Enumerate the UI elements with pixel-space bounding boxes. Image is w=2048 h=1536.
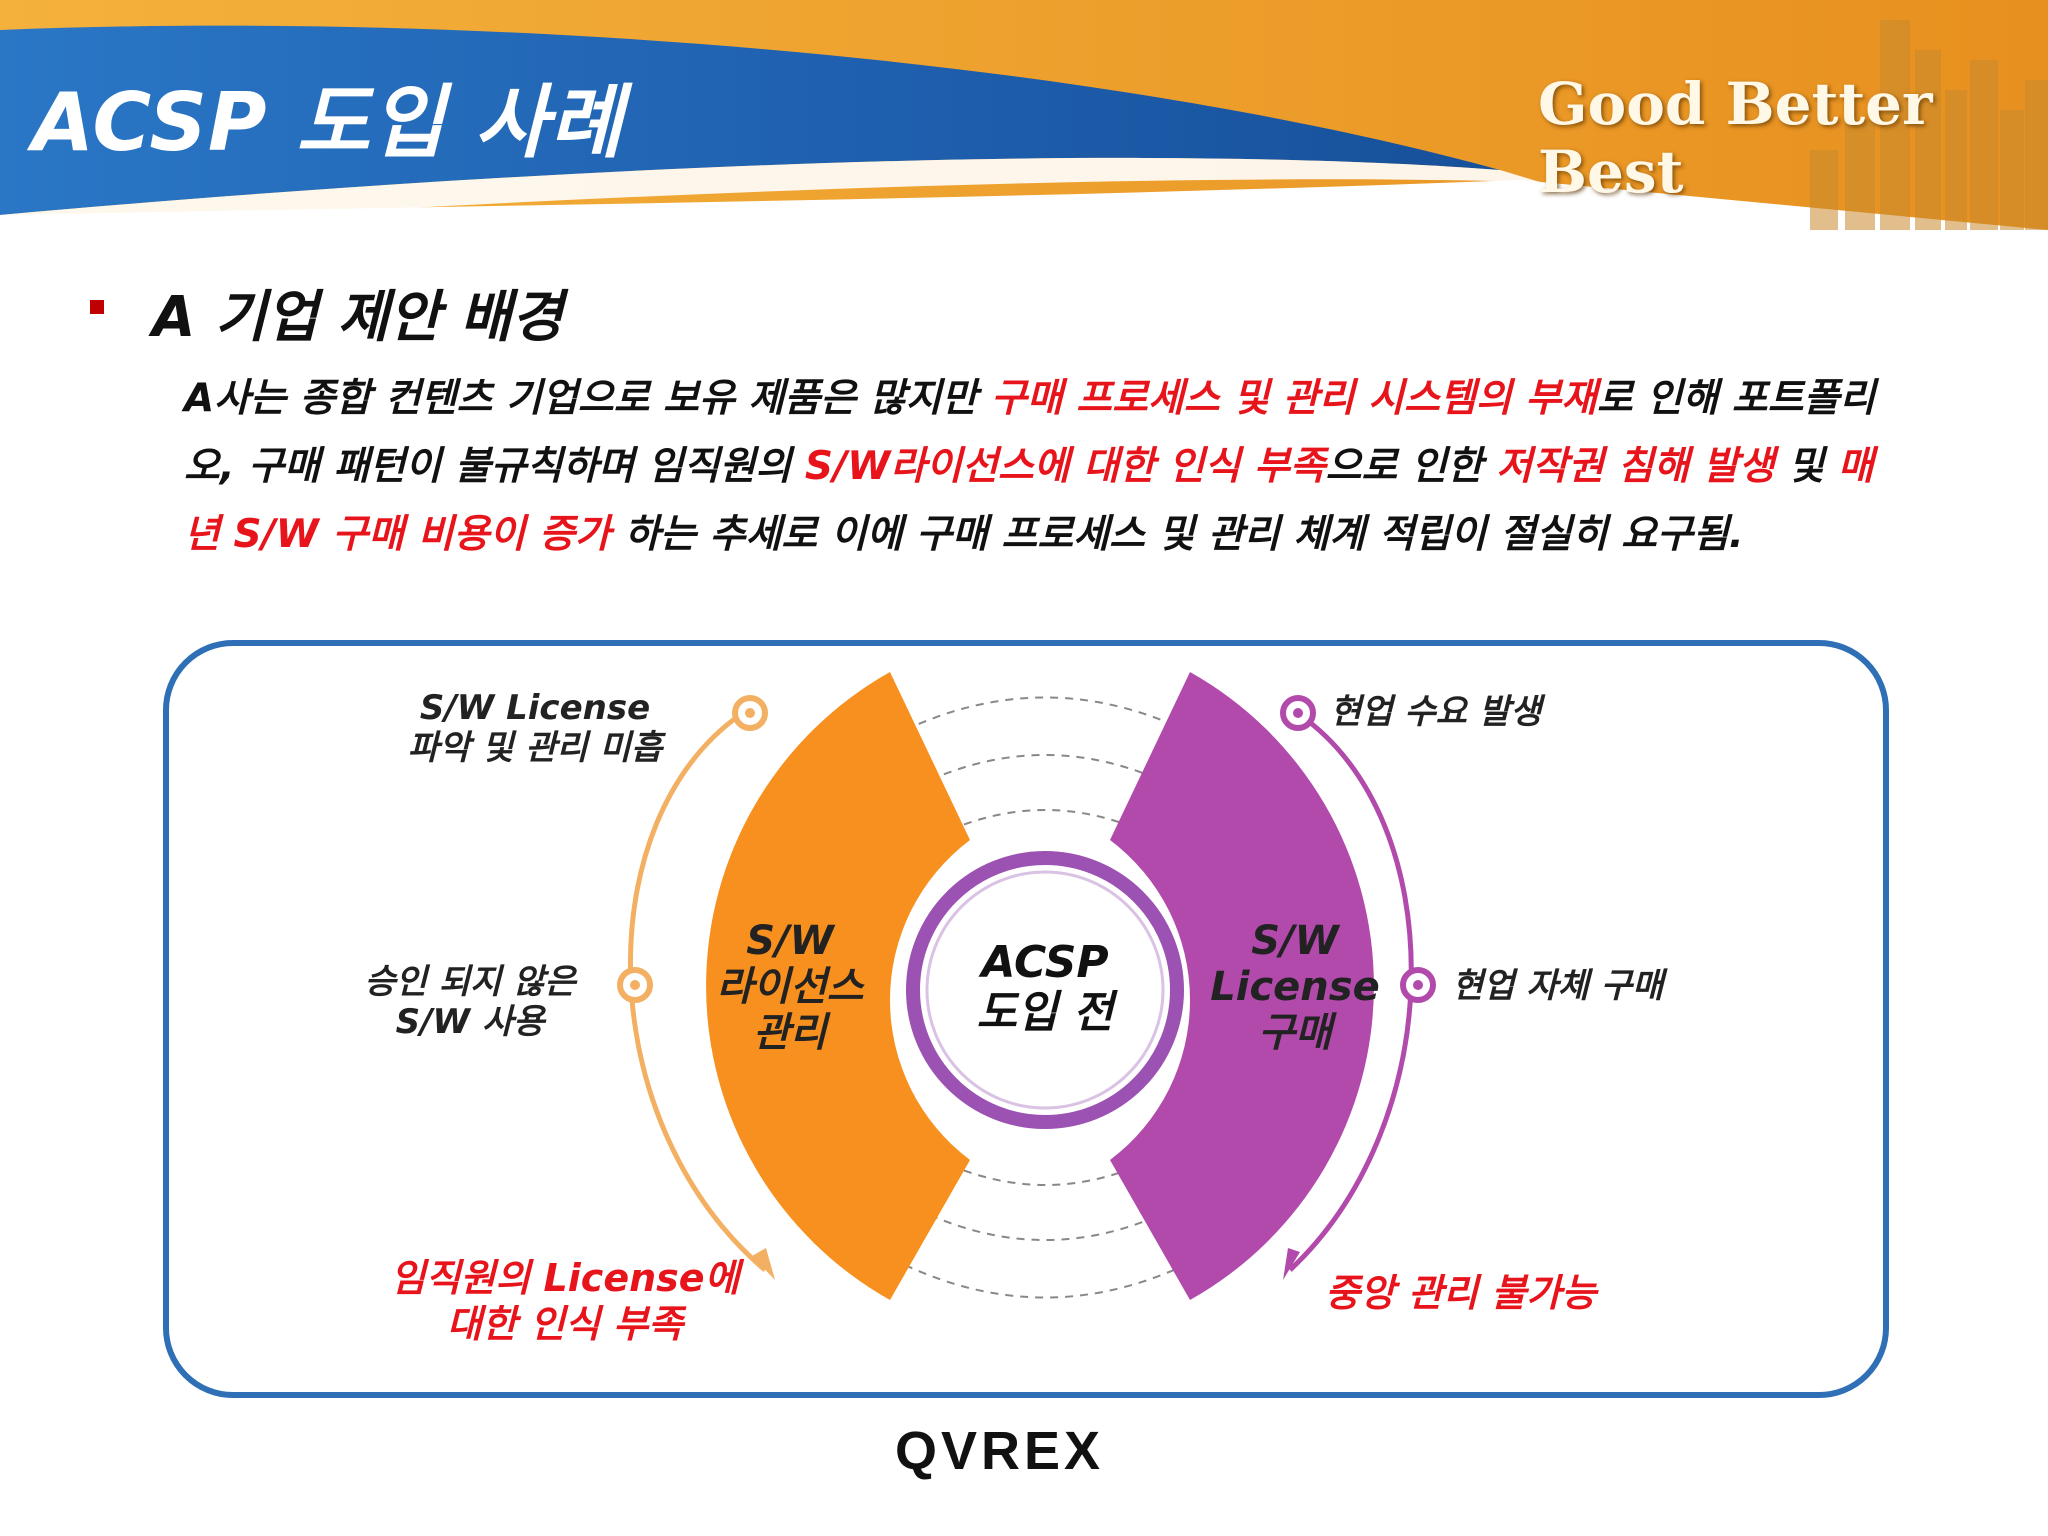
left-label-top: S/W License 파악 및 관리 미흡: [390, 688, 680, 768]
left-label-mid: 승인 되지 않은 S/W 사용: [335, 962, 605, 1042]
label-line: S/W License: [419, 688, 651, 728]
label-line: 파악 및 관리 미흡: [407, 728, 663, 768]
right-label-bottom: 중앙 관리 불가능: [1325, 1271, 1597, 1315]
center-label: ACSP 도입 전: [945, 938, 1145, 1038]
paragraph-highlight: 구매 프로세스 및 관리 시스템의 부재: [990, 376, 1598, 421]
center-label-line: ACSP: [981, 937, 1109, 988]
bullet-icon: [90, 300, 104, 314]
center-inner-ring: [925, 870, 1165, 1110]
background-paragraph: A사는 종합 컨텐츠 기업으로 보유 제품은 많지만 구매 프로세스 및 관리 …: [184, 365, 1904, 569]
diagram-frame: [163, 640, 1889, 1398]
header-background: [0, 0, 2048, 270]
left-segment-line: 라이선스: [716, 964, 864, 1010]
section-title: A 기업 제안 배경: [152, 285, 563, 350]
right-label-mid: 현업 자체 구매: [1452, 966, 1664, 1006]
paragraph-highlight: 저작권 침해 발생: [1496, 444, 1775, 489]
paragraph-text: A사는 종합 컨텐츠 기업으로 보유 제품은 많지만: [184, 376, 991, 421]
label-line: 대한 인식 부족: [446, 1302, 684, 1346]
label-line: 임직원의 License에: [390, 1256, 740, 1300]
right-node-dots: [1280, 695, 1436, 1003]
center-label-line: 도입 전: [976, 987, 1114, 1038]
paragraph-text: 으로 인한: [1325, 444, 1497, 489]
dashed-arcs: [904, 696, 1186, 1299]
center-ring: [906, 851, 1184, 1129]
slogan: Good Better Best: [1538, 70, 1933, 206]
right-segment-line: 구매: [1258, 1010, 1332, 1056]
right-segment: [1110, 672, 1374, 1300]
label-line: 승인 되지 않은: [364, 962, 576, 1002]
paragraph-text: 로 인해 포트폴리오, 구매 패턴이 불규칙하며 임직원의: [184, 376, 1876, 489]
left-segment-line: S/W: [746, 918, 834, 964]
right-arrow-head: [1283, 1248, 1300, 1280]
slide-title: ACSP 도입 사례: [32, 76, 624, 169]
right-segment-line: License: [1210, 964, 1380, 1010]
header-banner: ACSP 도입 사례 Good Better Best: [0, 0, 2048, 270]
right-segment-line: S/W: [1251, 918, 1339, 964]
city-skyline: [1810, 20, 2048, 230]
paragraph-highlight: 매년 S/W 구매 비용이 증가: [184, 444, 1874, 557]
left-label-bottom: 임직원의 License에 대한 인식 부족: [375, 1255, 755, 1347]
paragraph-highlight: S/W라이선스에 대한 인식 부족: [804, 444, 1326, 489]
left-arrow-head: [752, 1248, 775, 1280]
left-segment-label: S/W 라이선스 관리: [700, 918, 880, 1056]
label-line: S/W 사용: [395, 1002, 545, 1042]
right-segment-label: S/W License 구매: [1205, 918, 1385, 1056]
left-segment: [706, 672, 970, 1300]
paragraph-text: 및: [1774, 444, 1838, 489]
left-node-dots: [617, 695, 768, 1003]
left-segment-line: 관리: [753, 1010, 827, 1056]
paragraph-text: 하는 추세로 이에 구매 프로세스 및 관리 체계 적립이 절실히 요구됨.: [610, 512, 1744, 557]
qvrex-logo: QVREX: [895, 1421, 1105, 1481]
right-label-top: 현업 수요 발생: [1330, 692, 1542, 732]
